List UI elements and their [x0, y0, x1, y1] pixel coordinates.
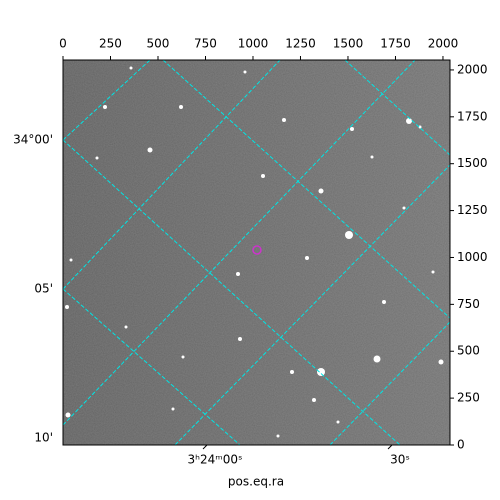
y-tick-label: 1500: [457, 156, 488, 170]
ra-tick: [202, 444, 208, 450]
x-tick-label: 1000: [238, 37, 269, 51]
dec-tick-label: 05': [34, 282, 53, 296]
x-axis-label: pos.eq.ra: [228, 475, 284, 489]
ra-tick: [387, 444, 393, 450]
stars: [65, 66, 444, 438]
ra-tick-label: 3ʰ24ᵐ00ˢ: [188, 453, 243, 467]
x-tick-label: 1750: [380, 37, 411, 51]
x-tick-label: 500: [147, 37, 170, 51]
axes-frame: [62, 59, 451, 446]
y-tick-label: 0: [457, 438, 465, 452]
x-tick-label: 1250: [285, 37, 316, 51]
image-noise: [63, 60, 450, 445]
y-tick-label: 250: [457, 391, 480, 405]
source-marker: [252, 245, 262, 255]
ra-tick-label: 30ˢ: [390, 453, 410, 467]
x-tick-label: 750: [194, 37, 217, 51]
coordinate-grid: [63, 60, 450, 445]
x-tick-label: 0: [59, 37, 67, 51]
x-tick-label: 250: [99, 37, 122, 51]
x-tick-label: 1500: [333, 37, 364, 51]
x-tick-label: 2000: [428, 37, 459, 51]
y-tick-label: 1250: [457, 203, 488, 217]
y-tick-label: 1750: [457, 109, 488, 123]
y-tick-label: 750: [457, 297, 480, 311]
y-tick-label: 500: [457, 344, 480, 358]
y-tick-label: 2000: [457, 62, 488, 76]
dec-tick-label: 34°00': [13, 133, 53, 147]
dec-tick-label: 10': [34, 431, 53, 445]
y-tick-label: 1000: [457, 250, 488, 264]
